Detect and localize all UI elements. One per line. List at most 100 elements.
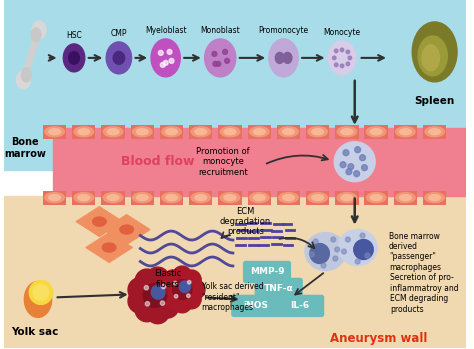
Circle shape [310,244,329,263]
Bar [423,191,447,205]
Text: Monocyte: Monocyte [323,28,361,37]
Bar [130,125,154,139]
Text: Elastic
fibers: Elastic fibers [154,269,181,289]
Ellipse shape [337,193,356,203]
Circle shape [340,48,344,52]
Ellipse shape [120,225,134,234]
Text: Bone
marrow: Bone marrow [4,137,46,158]
Circle shape [173,293,192,313]
Ellipse shape [32,21,46,39]
Ellipse shape [366,127,386,137]
Ellipse shape [137,195,148,201]
Circle shape [163,270,182,290]
Circle shape [346,237,350,242]
Circle shape [365,253,370,258]
Circle shape [225,58,229,64]
Ellipse shape [220,127,240,137]
Circle shape [335,63,338,67]
Ellipse shape [254,195,265,201]
Circle shape [216,61,221,66]
Ellipse shape [78,195,90,201]
Ellipse shape [133,127,152,137]
Ellipse shape [151,39,180,77]
Circle shape [340,162,346,168]
Circle shape [158,50,163,55]
Ellipse shape [166,129,177,135]
Ellipse shape [74,127,93,137]
Ellipse shape [191,193,210,203]
Text: Blood flow: Blood flow [121,155,194,168]
Bar [72,125,95,139]
Circle shape [346,169,352,174]
Polygon shape [76,207,123,237]
Bar [423,125,447,139]
Ellipse shape [328,41,356,75]
Circle shape [146,302,150,306]
Circle shape [188,281,191,284]
Bar [365,191,388,205]
Circle shape [137,277,173,314]
Circle shape [151,285,165,299]
Circle shape [186,280,205,299]
Circle shape [335,49,338,53]
Circle shape [174,295,178,298]
Ellipse shape [308,127,328,137]
Circle shape [310,252,314,257]
Text: Aneurysm wall: Aneurysm wall [330,332,428,346]
Bar [335,125,359,139]
Ellipse shape [269,39,298,77]
Bar [189,191,212,205]
Text: TNF-α: TNF-α [264,284,293,294]
Circle shape [346,50,350,54]
Ellipse shape [137,129,148,135]
Circle shape [155,273,179,297]
Ellipse shape [418,36,447,76]
Circle shape [182,270,201,290]
FancyBboxPatch shape [255,279,302,299]
Circle shape [332,56,336,60]
Bar [53,128,466,196]
Text: Spleen: Spleen [415,96,455,106]
Circle shape [144,285,148,290]
Ellipse shape [195,129,207,135]
Circle shape [143,283,167,307]
Ellipse shape [107,195,119,201]
Text: Yolk sac: Yolk sac [11,327,59,337]
Text: Promonocyte: Promonocyte [258,26,309,35]
Ellipse shape [341,195,353,201]
Circle shape [179,281,191,292]
Circle shape [355,147,361,153]
Circle shape [163,60,168,65]
Ellipse shape [429,195,440,201]
Circle shape [169,58,174,64]
Text: ECM
degradation
products: ECM degradation products [220,207,271,236]
Circle shape [146,267,170,291]
Circle shape [167,50,172,54]
Ellipse shape [283,52,292,64]
Ellipse shape [45,193,64,203]
Ellipse shape [305,232,346,270]
Bar [394,125,417,139]
Ellipse shape [396,127,415,137]
Circle shape [340,64,344,68]
Ellipse shape [195,195,207,201]
Circle shape [173,266,192,286]
Bar [160,191,183,205]
Ellipse shape [103,193,123,203]
Circle shape [182,289,201,309]
Text: HSC: HSC [66,31,82,40]
Bar [277,125,300,139]
Ellipse shape [312,129,324,135]
Bar [160,125,183,139]
Ellipse shape [133,193,152,203]
Circle shape [348,56,352,60]
Circle shape [331,237,336,242]
Bar [189,125,212,139]
Circle shape [362,165,367,171]
Text: MMP-9: MMP-9 [250,267,284,276]
Ellipse shape [220,193,240,203]
Bar [4,0,466,170]
Ellipse shape [429,129,440,135]
Ellipse shape [49,129,60,135]
Circle shape [155,294,179,318]
